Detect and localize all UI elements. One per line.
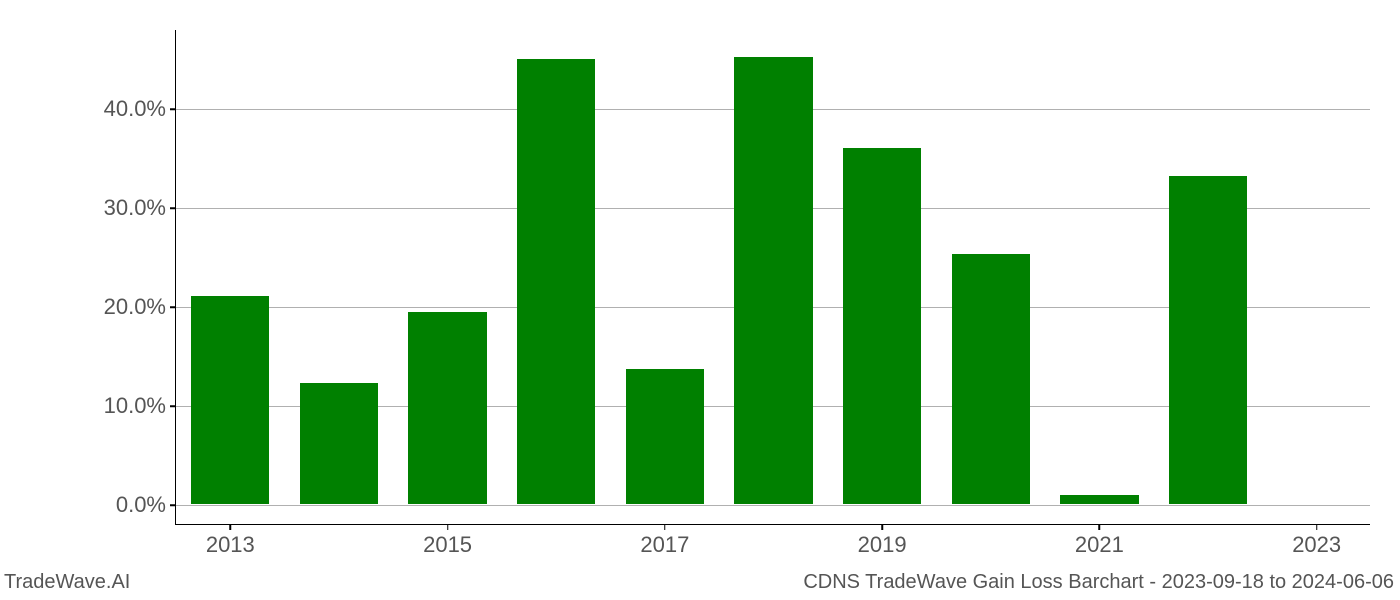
x-tick-mark	[1099, 524, 1101, 530]
x-tick-label: 2013	[206, 532, 255, 558]
chart-container: 0.0%10.0%20.0%30.0%40.0% 201320152017201…	[175, 30, 1370, 525]
y-tick-mark	[170, 306, 176, 308]
x-tick-label: 2017	[640, 532, 689, 558]
y-tick-label: 20.0%	[104, 294, 166, 320]
x-tick-mark	[1316, 524, 1318, 530]
bar	[734, 57, 812, 504]
y-tick-label: 10.0%	[104, 393, 166, 419]
plot-area: 0.0%10.0%20.0%30.0%40.0% 201320152017201…	[175, 30, 1370, 525]
x-tick-label: 2021	[1075, 532, 1124, 558]
x-tick-label: 2023	[1292, 532, 1341, 558]
x-tick-mark	[881, 524, 883, 530]
bar	[517, 59, 595, 505]
x-tick-label: 2019	[858, 532, 907, 558]
y-tick-mark	[170, 504, 176, 506]
bar	[300, 383, 378, 504]
y-tick-label: 0.0%	[116, 492, 166, 518]
y-tick-label: 40.0%	[104, 96, 166, 122]
y-tick-mark	[170, 108, 176, 110]
y-tick-label: 30.0%	[104, 195, 166, 221]
gridline	[176, 505, 1370, 506]
x-tick-mark	[230, 524, 232, 530]
x-tick-mark	[447, 524, 449, 530]
x-tick-mark	[664, 524, 666, 530]
bar	[1060, 495, 1138, 504]
footer-right-text: CDNS TradeWave Gain Loss Barchart - 2023…	[803, 571, 1394, 594]
y-tick-mark	[170, 207, 176, 209]
x-tick-label: 2015	[423, 532, 472, 558]
bar	[191, 296, 269, 504]
y-tick-mark	[170, 405, 176, 407]
bar	[952, 254, 1030, 504]
footer-left-text: TradeWave.AI	[4, 571, 130, 594]
bar	[843, 148, 921, 504]
bar	[1169, 176, 1247, 505]
bar	[626, 369, 704, 505]
bar	[408, 312, 486, 504]
